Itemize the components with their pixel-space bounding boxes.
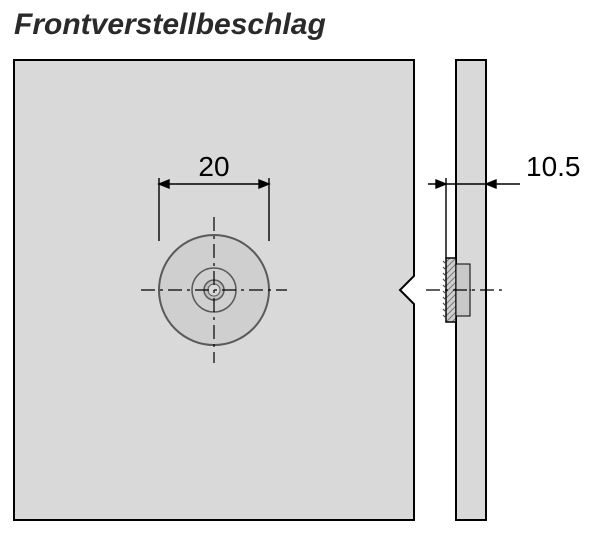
front-view: 20 (14, 60, 414, 520)
dimension-20-label: 20 (198, 151, 229, 182)
side-view: 10.5 (426, 60, 581, 520)
technical-drawing: 20 10.5 (0, 0, 600, 557)
dimension-10p5-label: 10.5 (526, 151, 581, 182)
